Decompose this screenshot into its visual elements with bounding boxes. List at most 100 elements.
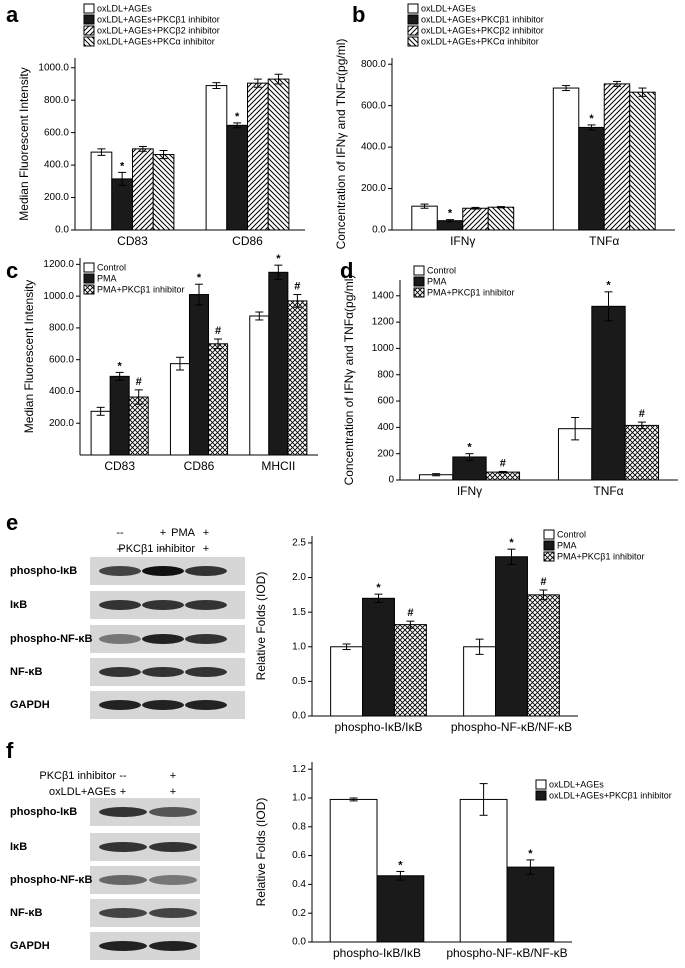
- y-tick-label: 1000.0: [43, 291, 74, 302]
- significance-mark: #: [294, 280, 300, 292]
- blot-band: [142, 634, 184, 644]
- legend-label: PMA+PKCβ1 inhibitor: [97, 284, 184, 294]
- significance-mark: *: [448, 208, 453, 220]
- blot-band: [185, 600, 227, 610]
- blot-band: [149, 842, 197, 852]
- y-tick-label: 0.0: [55, 225, 69, 236]
- legend-swatch: [413, 265, 425, 276]
- y-tick-label: 0: [388, 475, 394, 486]
- blot-band: [99, 908, 147, 918]
- blot-band: [99, 842, 147, 852]
- y-tick-label: 0.4: [292, 879, 306, 890]
- bar: [90, 410, 111, 456]
- legend-label: oxLDL+AGEs+PKCβ1 inhibitor: [97, 14, 220, 24]
- blot-band: [185, 667, 227, 677]
- band-label: IκB: [10, 599, 27, 611]
- significance-mark: *: [589, 113, 594, 125]
- band-label: GAPDH: [10, 699, 50, 711]
- y-tick-label: 1.2: [292, 764, 306, 775]
- treatment-sign: +: [170, 786, 176, 798]
- band-label: IκB: [10, 841, 27, 853]
- bar: [411, 205, 438, 231]
- bar: [462, 207, 489, 231]
- x-tick-label: phospho-IκB/IκB: [334, 720, 422, 734]
- blot-band: [99, 807, 147, 817]
- band-label: NF-κB: [10, 907, 42, 919]
- y-tick-label: 1200.0: [43, 259, 74, 270]
- treatment-sign: --: [119, 770, 127, 782]
- legend-label: oxLDL+AGEs+PKCα inhibitor: [97, 36, 215, 46]
- y-tick-label: 1200: [372, 317, 395, 328]
- legend-swatch: [413, 287, 425, 298]
- bar: [132, 148, 154, 231]
- y-tick-label: 0.8: [292, 821, 306, 832]
- bar: [603, 83, 631, 231]
- significance-mark: *: [118, 360, 123, 372]
- legend-label: oxLDL+AGEs+PKCβ2 inhibitor: [421, 25, 544, 35]
- bar: [188, 294, 210, 456]
- y-tick-label: 1400: [372, 290, 395, 301]
- bar: [459, 798, 508, 943]
- panel-letter: a: [6, 2, 19, 27]
- y-tick-label: 1.0: [292, 793, 306, 804]
- x-tick-label: MHCII: [261, 459, 295, 473]
- bar: [249, 315, 270, 456]
- x-tick-label: TNFα: [593, 484, 623, 498]
- bar: [111, 178, 134, 231]
- legend-label: oxLDL+AGEs: [421, 3, 476, 13]
- blot-band: [149, 908, 197, 918]
- bar: [329, 798, 378, 943]
- blot-band: [149, 875, 197, 885]
- y-tick-label: 1000.0: [38, 62, 69, 73]
- bar: [205, 85, 228, 231]
- bar: [267, 78, 290, 231]
- y-tick-label: 200.0: [44, 192, 69, 203]
- band-label: phospho-NF-κB: [10, 874, 93, 886]
- y-tick-label: 600: [377, 396, 394, 407]
- blot-band: [142, 566, 184, 576]
- blot-band: [149, 941, 197, 951]
- legend-swatch: [83, 25, 95, 36]
- bar: [247, 82, 269, 231]
- significance-mark: #: [540, 576, 546, 588]
- legend-label: PMA: [557, 540, 577, 550]
- legend-label: Control: [557, 529, 586, 539]
- bar: [624, 424, 660, 481]
- bar: [552, 87, 580, 231]
- bar: [152, 154, 175, 231]
- significance-mark: *: [120, 160, 125, 172]
- x-tick-label: CD86: [232, 234, 263, 248]
- bar: [393, 624, 427, 717]
- blot-band: [185, 566, 227, 576]
- treatment-sign: --: [116, 527, 124, 539]
- legend-label: oxLDL+AGEs+PKCα inhibitor: [421, 36, 539, 46]
- panel-letter: c: [6, 258, 18, 283]
- treatment-label: oxLDL+AGEs: [49, 786, 116, 798]
- panel-letter: d: [340, 258, 353, 283]
- y-tick-label: 0.5: [292, 676, 306, 687]
- bar: [376, 875, 425, 943]
- bar: [90, 151, 113, 231]
- y-tick-label: 0.0: [292, 711, 306, 722]
- significance-mark: *: [467, 442, 472, 454]
- blot-band: [99, 634, 141, 644]
- bar: [128, 396, 149, 456]
- blot-band: [185, 634, 227, 644]
- legend-label: oxLDL+AGEs+PKCβ2 inhibitor: [97, 25, 220, 35]
- x-tick-label: TNFα: [589, 234, 619, 248]
- panel-letter: f: [6, 738, 14, 763]
- y-tick-label: 200: [377, 448, 394, 459]
- significance-mark: *: [509, 537, 514, 549]
- y-tick-label: 0.0: [292, 937, 306, 948]
- y-tick-label: 400.0: [49, 386, 74, 397]
- y-axis-label: Median Fluorescent Intensity: [22, 280, 36, 433]
- y-tick-label: 800: [377, 369, 394, 380]
- y-tick-label: 400: [377, 422, 394, 433]
- y-tick-label: 600.0: [44, 127, 69, 138]
- blot-band: [142, 667, 184, 677]
- legend-swatch: [407, 25, 419, 36]
- blot-band: [142, 600, 184, 610]
- legend-swatch: [83, 36, 95, 47]
- bar: [629, 91, 656, 231]
